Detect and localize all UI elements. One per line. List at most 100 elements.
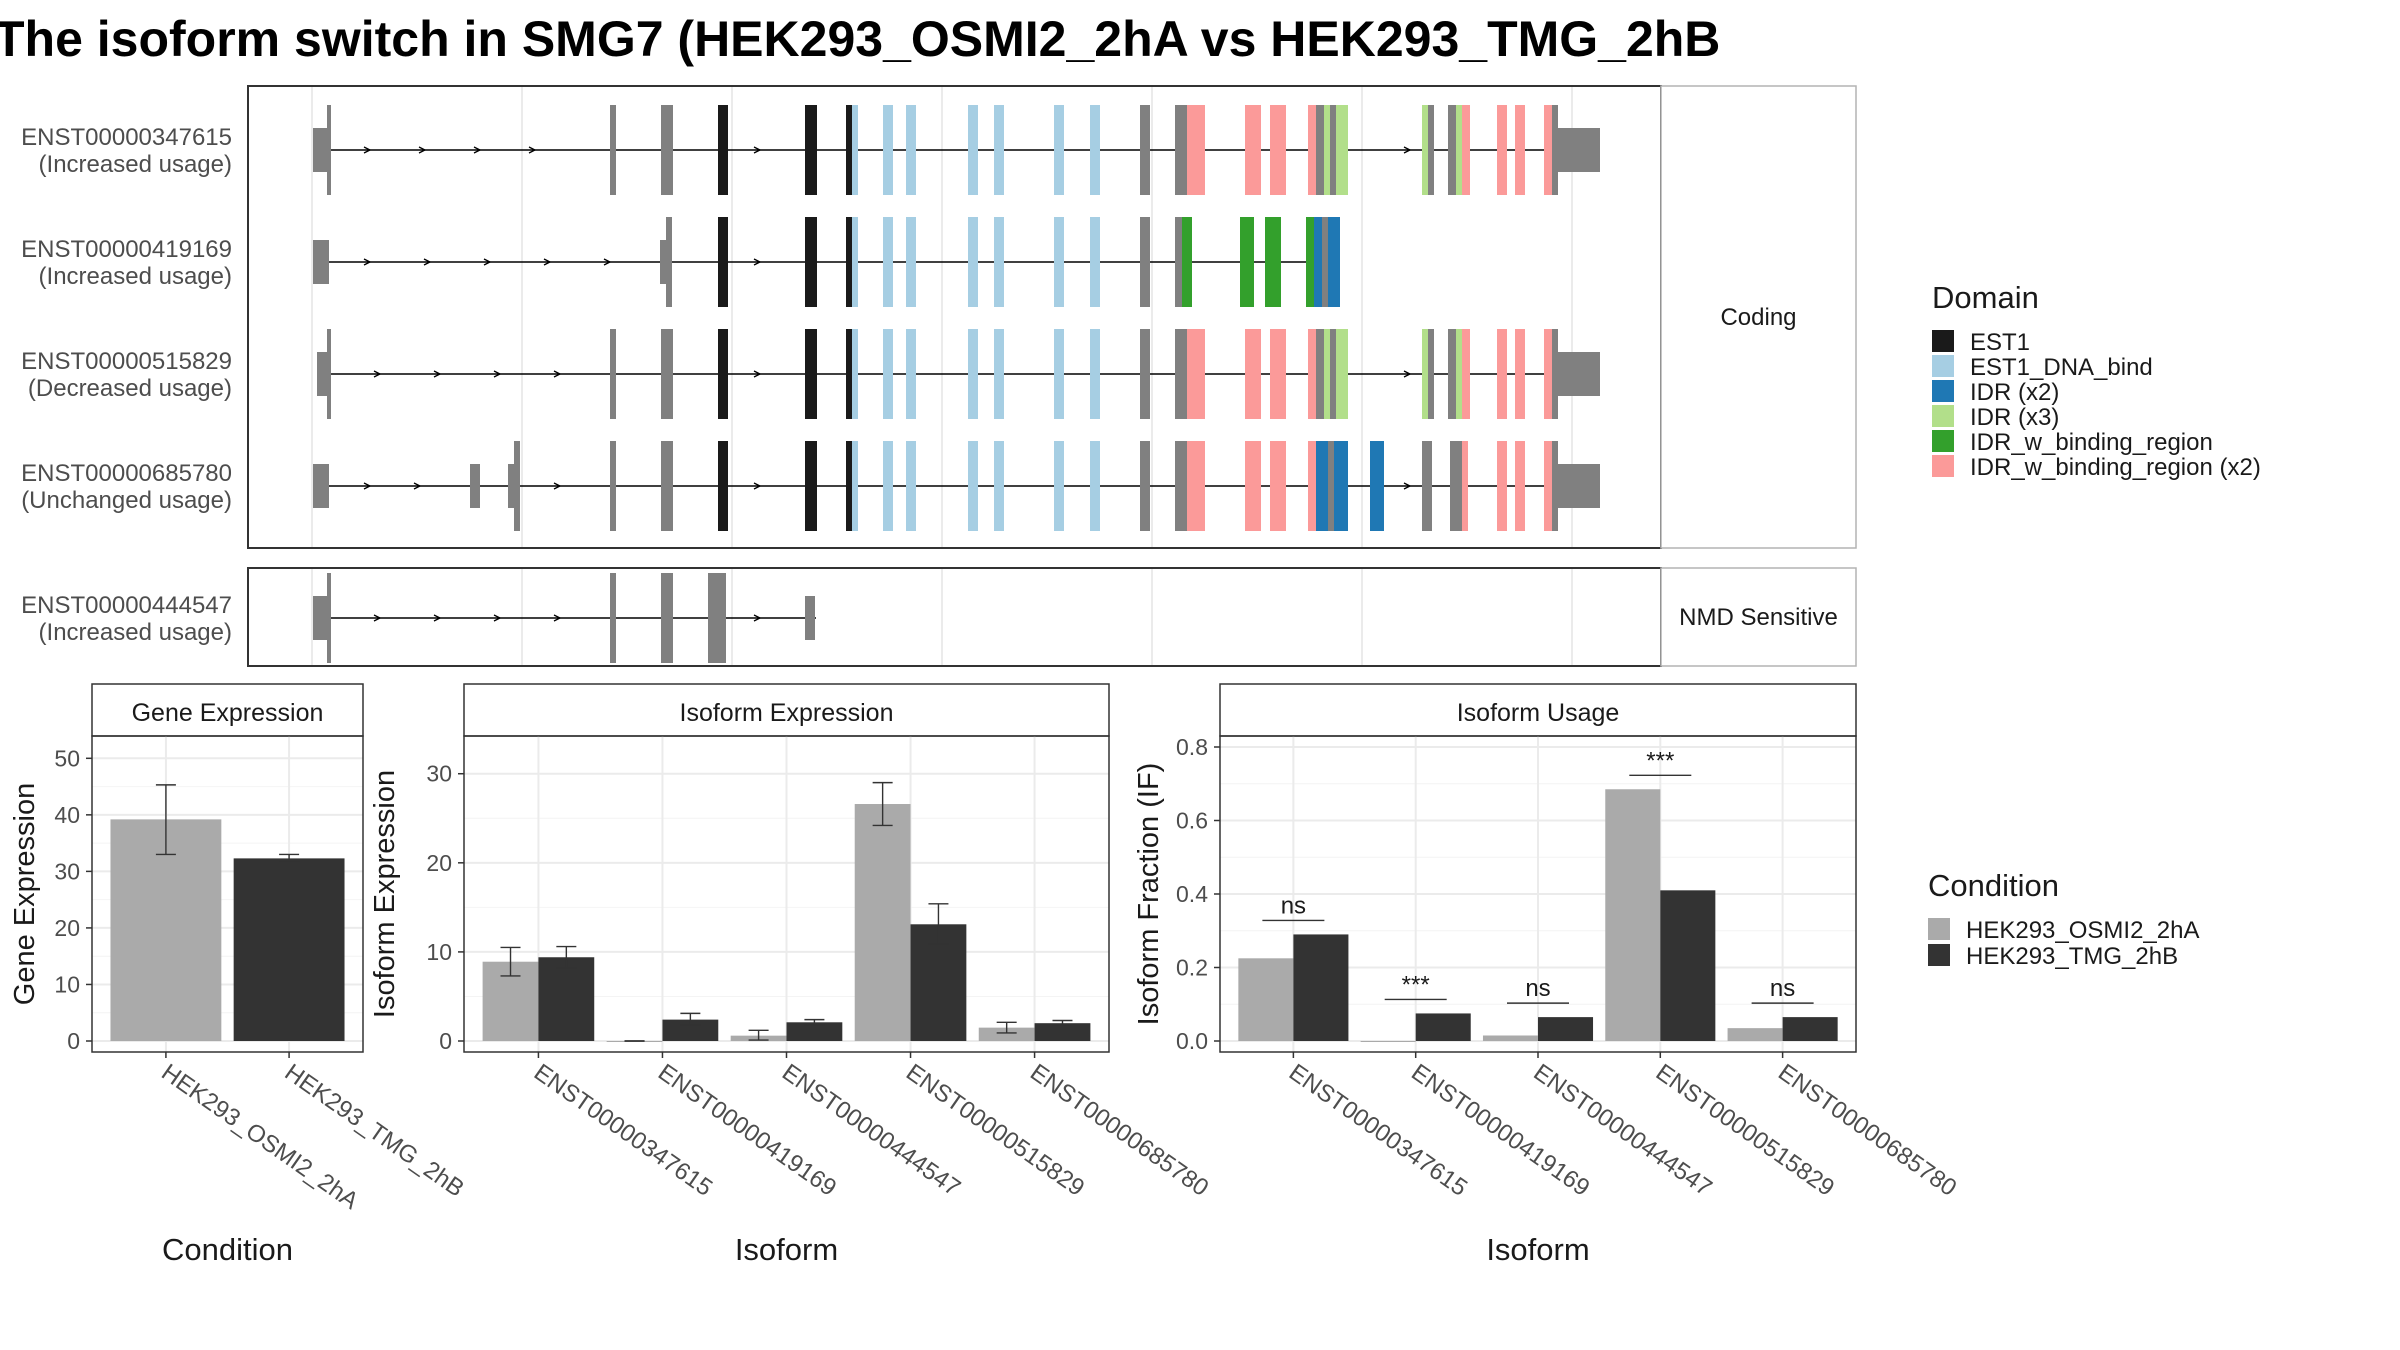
bar (1415, 1013, 1471, 1041)
domain-legend-label: IDR_w_binding_region (1970, 429, 2213, 456)
exon (1270, 105, 1286, 195)
condition-legend-label: HEK293_TMG_2hB (1966, 943, 2178, 970)
y-tick-label: 0.0 (1176, 1028, 1208, 1054)
structure-panel-0: Coding (247, 85, 1857, 549)
domain-legend-swatch (1932, 355, 1954, 377)
exon (846, 441, 852, 531)
condition-legend-label: HEK293_OSMI2_2hA (1966, 917, 2199, 944)
transcript-id-label: ENST00000685780 (21, 460, 232, 487)
x-tick-label: HEK293_OSMI2_2hA (156, 1059, 363, 1215)
facet-strip-label: Coding (1720, 304, 1796, 331)
exon (1328, 441, 1334, 531)
condition-legend-swatch (1928, 918, 1950, 940)
domain-legend-label: IDR (x3) (1970, 404, 2059, 431)
exon (994, 441, 1004, 531)
exon (1316, 329, 1324, 419)
exon (1330, 329, 1336, 419)
y-tick-label: 10 (54, 971, 80, 997)
exon (1245, 329, 1261, 419)
y-tick-label: 50 (54, 745, 80, 771)
exon (968, 105, 978, 195)
direction-arrow (433, 614, 442, 622)
exon (666, 217, 672, 307)
exon (1462, 105, 1470, 195)
exon (1324, 329, 1330, 419)
transcript-ENST00000685780: ENST00000685780(Unchanged usage) (21, 441, 1600, 531)
exon (1245, 441, 1261, 531)
transcript-id-label: ENST00000515829 (21, 348, 232, 375)
direction-arrow (363, 146, 372, 154)
exon (994, 329, 1004, 419)
direction-arrow (363, 258, 372, 266)
chart-panel-border (91, 735, 364, 1053)
exon (1448, 105, 1456, 195)
chart-1: Isoform Expression 0 10 20 30 Isoform Express… (369, 683, 1213, 1267)
domain-legend-swatch (1932, 455, 1954, 477)
exon (1334, 441, 1348, 531)
exon (313, 464, 329, 508)
direction-arrow (553, 482, 562, 490)
exon (1090, 105, 1100, 195)
bar (1238, 958, 1294, 1041)
exon (610, 329, 616, 419)
domain-legend-label: IDR (x2) (1970, 379, 2059, 406)
x-axis-label: Isoform (1486, 1232, 1589, 1267)
y-tick-label: 20 (426, 850, 452, 876)
exon (1175, 105, 1187, 195)
domain-legend-label: EST1 (1970, 329, 2030, 356)
exon (1187, 105, 1205, 195)
direction-arrow (1403, 370, 1412, 378)
exon (1336, 105, 1348, 195)
exon (1090, 441, 1100, 531)
exon (1456, 105, 1462, 195)
exon (470, 464, 480, 508)
exon (968, 217, 978, 307)
direction-arrow (553, 370, 562, 378)
exon (1140, 329, 1150, 419)
exon (661, 105, 673, 195)
exon (846, 329, 852, 419)
exon (906, 217, 916, 307)
bar (854, 804, 911, 1041)
exon (906, 329, 916, 419)
direction-arrow (373, 370, 382, 378)
exon (1497, 105, 1507, 195)
bar (110, 819, 222, 1041)
exon (1324, 105, 1330, 195)
exon (906, 441, 916, 531)
exon (805, 596, 815, 640)
chart-title: Isoform Usage (1457, 699, 1620, 727)
exon (718, 329, 728, 419)
exon (852, 329, 858, 419)
y-tick-label: 0 (67, 1028, 80, 1054)
exon (1090, 217, 1100, 307)
exon (1308, 105, 1316, 195)
exon (1428, 329, 1434, 419)
exon (805, 329, 817, 419)
exon (968, 441, 978, 531)
direction-arrow (473, 146, 482, 154)
condition-legend-swatch (1928, 944, 1950, 966)
y-tick-label: 0.8 (1176, 734, 1208, 760)
bar (233, 858, 345, 1041)
direction-arrow (603, 258, 612, 266)
direction-arrow (753, 146, 762, 154)
exon (661, 441, 673, 531)
y-axis-label: Isoform Fraction (IF) (1133, 763, 1165, 1026)
exon (1314, 217, 1322, 307)
y-axis-label: Isoform Expression (369, 770, 401, 1018)
significance-label: ns (1770, 975, 1795, 1002)
transcript-ENST00000444547: ENST00000444547(Increased usage) (21, 573, 816, 663)
exon (1265, 217, 1281, 307)
direction-arrow (493, 614, 502, 622)
domain-legend-label: EST1_DNA_bind (1970, 354, 2153, 381)
exon (1422, 105, 1428, 195)
exon (1054, 105, 1064, 195)
figure-title: The isoform switch in SMG7 (HEK293_OSMI2… (0, 11, 1720, 67)
exon (661, 329, 673, 419)
exon (1515, 329, 1525, 419)
exon (1336, 329, 1348, 419)
